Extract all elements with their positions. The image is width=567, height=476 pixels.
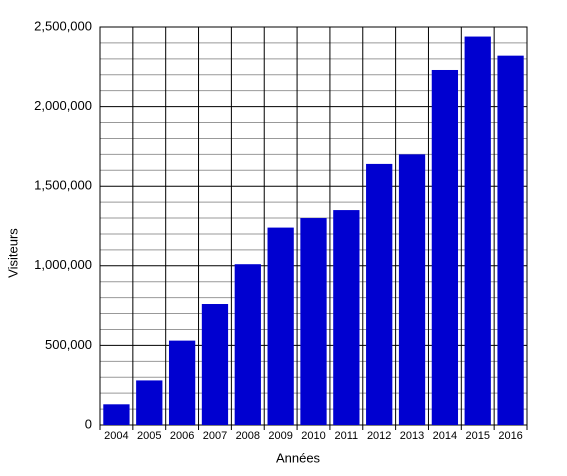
x-tick-label: 2010	[301, 430, 325, 442]
x-tick-label: 2006	[170, 430, 194, 442]
bar	[168, 340, 196, 425]
bar	[267, 227, 294, 425]
x-axis-label: Années	[276, 450, 321, 465]
bar	[333, 210, 360, 425]
x-tick-label: 2007	[203, 430, 227, 442]
bar	[136, 380, 163, 425]
x-tick-label: 2016	[498, 430, 522, 442]
y-axis-label: Visiteurs	[5, 228, 20, 278]
x-tick-label: 2009	[268, 430, 292, 442]
x-tick-label: 2012	[367, 430, 391, 442]
x-tick-label: 2013	[400, 430, 424, 442]
y-tick-label: 1,000,000	[34, 257, 92, 272]
y-tick-label: 500,000	[45, 337, 92, 352]
x-tick-label: 2008	[236, 430, 260, 442]
bar	[366, 163, 393, 426]
x-tick-label: 2011	[335, 430, 359, 442]
y-tick-label: 2,000,000	[34, 98, 92, 113]
bar	[300, 218, 327, 425]
x-tick-label: 2014	[433, 430, 457, 442]
bar	[201, 304, 229, 425]
x-tick-label: 2015	[465, 430, 489, 442]
bar	[234, 264, 261, 425]
bar	[431, 69, 459, 425]
bar	[398, 154, 426, 426]
bar	[464, 36, 491, 425]
bar	[103, 404, 130, 425]
bar	[497, 55, 524, 425]
x-tick-label: 2004	[104, 430, 128, 442]
y-tick-label: 1,500,000	[34, 178, 92, 193]
x-tick-label: 2005	[137, 430, 161, 442]
y-tick-label: 2,500,000	[34, 18, 92, 33]
y-tick-label: 0	[85, 416, 92, 431]
